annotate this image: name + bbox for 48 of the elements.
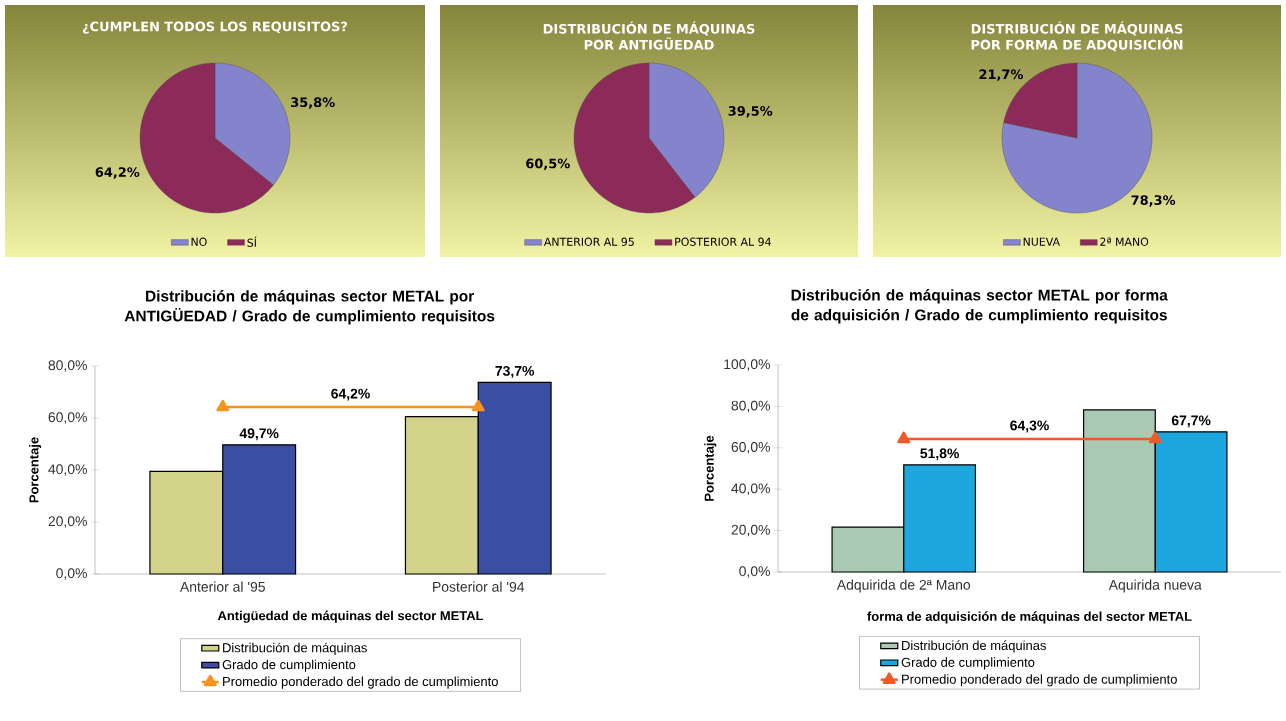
x-tick-label: Anterior al '95 [179, 581, 265, 592]
data-label: 39,5% [728, 106, 773, 118]
x-tick-label: Adquirida de 2ª Mano [836, 579, 971, 593]
data-label: 64,2% [95, 167, 140, 179]
y-tick-label: 20,0% [48, 516, 87, 528]
y-tick-label: 80,0% [48, 360, 87, 372]
y-tick-label: 0,0% [739, 566, 770, 578]
chart-title: ¿CUMPLEN TODOS LOS REQUISITOS? [82, 21, 348, 34]
legend-label: Promedio ponderado del grado de cumplimiento [223, 676, 498, 689]
legend-label: SÍ [247, 236, 257, 247]
data-label: 49,7% [239, 428, 279, 441]
legend-label: POSTERIOR AL 94 [675, 237, 771, 246]
chart-title: DISTRIBUCIÓN DE MÁQUINAS POR FORMA DE ADQUISICIÓN [971, 21, 1183, 52]
y-tick-label: 60,0% [48, 412, 87, 424]
annotation: 64,2% [331, 388, 370, 401]
data-label: 51,8% [920, 448, 959, 461]
legend-label: NUEVA [1023, 237, 1060, 246]
legend-label: Grado de cumplimiento [901, 657, 1035, 670]
annotation: 64,3% [1010, 420, 1049, 433]
legend-label: Grado de cumplimiento [222, 659, 356, 672]
data-label: 35,8% [291, 97, 335, 109]
data-label: 67,7% [1171, 415, 1211, 428]
y-tick-label: 0,0% [56, 568, 87, 580]
data-label: 21,7% [979, 69, 1023, 81]
data-label: 60,5% [526, 158, 570, 170]
chart-title: Distribución de máquinas sector METAL por ANTIGÜEDAD / Grado de cumplimiento requisitos [124, 290, 495, 325]
y-tick-label: 80,0% [731, 400, 770, 413]
y-tick-label: 40,0% [731, 483, 770, 495]
legend-label: Distribución de máquinas [902, 640, 1046, 653]
y-tick-label: 40,0% [48, 464, 87, 476]
legend-label: ANTERIOR AL 95 [543, 237, 634, 246]
chart-title: DISTRIBUCIÓN DE MÁQUINAS POR ANTIGÜEDAD [543, 21, 755, 50]
y-tick-label: 20,0% [731, 524, 770, 537]
y-tick-label: 60,0% [731, 442, 770, 454]
data-label: 78,3% [1131, 195, 1176, 207]
x-tick-label: Posterior al '94 [433, 581, 525, 592]
legend-label: 2ª MANO [1100, 237, 1149, 246]
x-axis-title: forma de adquisición de máquinas del sector METAL [867, 611, 1192, 624]
chart-title: Distribución de máquinas sector METAL por forma de adquisición / Grado de cumplimiento requisitos [791, 289, 1168, 324]
y-axis-title: Porcentaje [29, 437, 42, 503]
x-axis-title: Antigüedad de máquinas del sector METAL [217, 610, 484, 623]
legend-label: Distribución de máquinas [223, 642, 367, 655]
x-tick-label: Aquirida nueva [1108, 579, 1202, 593]
y-tick-label: 100,0% [724, 359, 770, 371]
data-label: 73,7% [495, 365, 535, 378]
legend-label: NO [191, 237, 207, 246]
legend-label: Promedio ponderado del grado de cumplimiento [902, 674, 1177, 687]
y-axis-title: Porcentaje [704, 435, 717, 501]
